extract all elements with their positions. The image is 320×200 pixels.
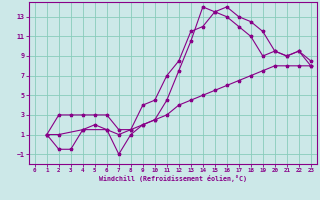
X-axis label: Windchill (Refroidissement éolien,°C): Windchill (Refroidissement éolien,°C) — [99, 175, 247, 182]
